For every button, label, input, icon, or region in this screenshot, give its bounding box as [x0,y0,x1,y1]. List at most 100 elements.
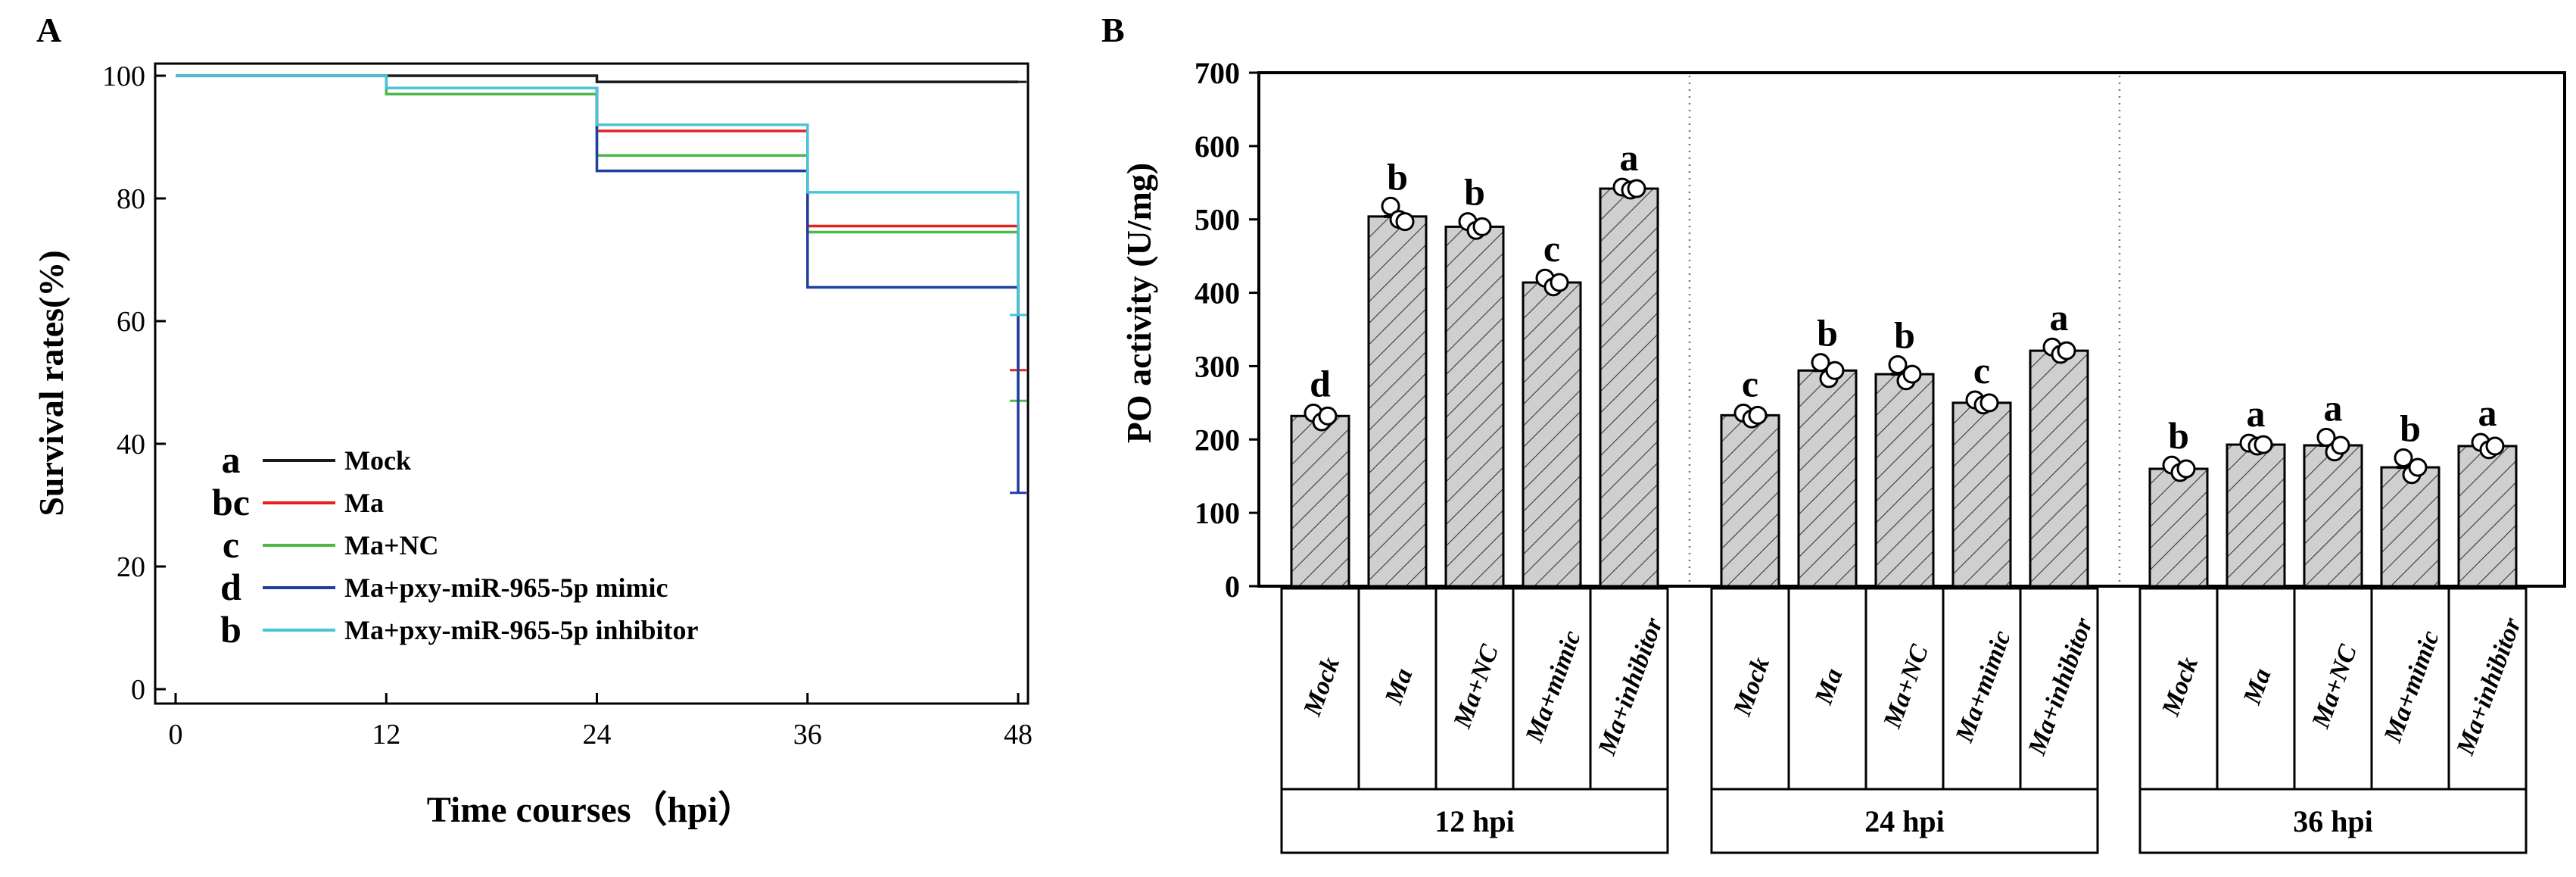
x-tick-label: 12 [372,719,400,751]
significance-letter: a [2247,392,2266,435]
y-tick-label: 200 [1195,423,1240,457]
y-tick-label: 300 [1195,349,1240,383]
y-tick-label: 100 [1195,496,1240,530]
category-cell [1357,587,1438,791]
bar-24hpi-ma-inhibitor [2029,349,2089,588]
survival-x-axis-label: Time courses（hpi） [427,790,754,830]
category-cell [2293,587,2373,791]
bar-24hpi-ma-nc [1874,373,1935,588]
replicate-point [1627,179,1646,198]
bar-36hpi-ma-mimic [2380,466,2441,588]
group-cell [1710,788,2099,854]
replicate-point [2254,435,2273,454]
x-tick-label: 36 [793,719,822,751]
replicate-point [1748,405,1768,425]
bar-12hpi-ma [1367,215,1428,588]
legend-label: Mock [344,445,411,476]
replicate-point [1888,354,1908,374]
significance-letter: d [1310,362,1331,404]
legend-label: Ma [344,488,384,518]
replicate-point [1980,393,1999,413]
legend-significance-letter: a [222,438,241,481]
y-tick-label: 0 [131,674,145,706]
replicate-point [2316,427,2336,447]
legend-significance-letter: c [223,523,239,566]
replicate-point [2408,457,2428,477]
bar-12hpi-ma-inhibitor [1599,187,1659,588]
po-activity-chart: B PO activity (U/mg) 0 100 200 300 400 500 600… [1101,11,2566,854]
replicate-point [1825,360,1845,380]
y-tick-label: 600 [1195,130,1240,164]
y-tick-label: 400 [1195,276,1240,311]
significance-letter: b [2400,407,2421,450]
bar-36hpi-ma-nc [2303,444,2363,588]
bar-36hpi-mock [2148,467,2209,588]
replicate-point [1395,212,1415,232]
significance-letter: b [1387,155,1408,198]
replicate-point [2057,341,2076,360]
replicate-point [2176,459,2196,479]
replicate-point [1381,196,1400,216]
x-tick-label: 0 [169,719,183,751]
replicate-point [1318,406,1338,426]
category-cell [1710,587,1790,791]
legend-significance-letter: b [220,608,241,651]
y-tick-label: 20 [117,551,145,583]
group-label: 24 hpi [1864,804,1945,838]
survival-y-axis-label: Survival rates(%) [32,250,70,516]
y-tick-label: 60 [117,306,145,338]
category-cell [1589,587,1669,791]
group-cell [1280,788,1669,854]
bar-12hpi-mock [1290,414,1350,588]
group-label: 36 hpi [2293,804,2373,838]
y-tick-label: 40 [117,429,145,460]
bar-24hpi-mock [1720,414,1780,588]
y-tick-label: 100 [102,61,145,92]
replicate-point [2485,436,2505,456]
bar-24hpi-ma [1797,369,1858,588]
survival-legend: a Mock bc Ma c Ma+NC d Ma+pxy-miR-965-5p mimic b… [212,438,699,651]
replicate-point [1550,273,1569,292]
legend-label: Ma+pxy-miR-965-5p inhibitor [344,615,699,645]
significance-letter: a [2050,296,2069,339]
significance-letter: c [1742,362,1758,404]
replicate-point [1902,364,1922,384]
significance-letter: a [1620,136,1639,179]
survival-plot-frame [154,62,1029,705]
replicate-point [1472,217,1492,236]
significance-letter: a [2324,386,2343,429]
significance-letter: b [1464,171,1485,214]
x-tick-label: 48 [1004,719,1033,751]
legend-significance-letter: d [220,566,241,608]
significance-letter: b [2168,414,2189,457]
bar-36hpi-ma [2226,443,2286,588]
group-label: 12 hpi [1434,804,1515,838]
significance-letter: c [1543,227,1560,270]
significance-letter: a [2478,392,2497,434]
bar-12hpi-ma-mimic [1522,281,1582,588]
group-cell [2138,788,2528,854]
bar-12hpi-ma-nc [1444,225,1505,588]
significance-letter: b [1817,312,1838,354]
legend-label: Ma+pxy-miR-965-5p mimic [344,573,668,603]
y-tick-label: 500 [1195,203,1240,237]
panel-b-label: B [1101,11,1125,49]
survival-curve-ma-pxy-mir-965-5p-mimic [176,74,1020,493]
legend-significance-letter: bc [212,481,250,523]
y-tick-label: 0 [1225,570,1240,604]
replicate-point [1811,353,1830,373]
bar-24hpi-ma-mimic [1951,401,2012,588]
category-cell [2019,587,2099,791]
po-y-axis-label: PO activity (U/mg) [1120,163,1158,443]
y-tick-label: 80 [117,183,145,215]
survival-chart: A 0 20 40 60 80 100 0 12 24 36 48 Survival rates(%… [32,11,1033,830]
bar-36hpi-ma-inhibitor [2457,445,2518,588]
panel-a-label: A [36,11,61,49]
replicate-point [2331,435,2350,455]
replicate-point [2394,448,2413,467]
significance-letter: c [1973,349,1990,392]
survival-curve-ma-pxy-mir-965-5p-inhibitor [176,74,1020,315]
significance-letter: b [1894,314,1915,356]
category-cell [2216,587,2296,791]
